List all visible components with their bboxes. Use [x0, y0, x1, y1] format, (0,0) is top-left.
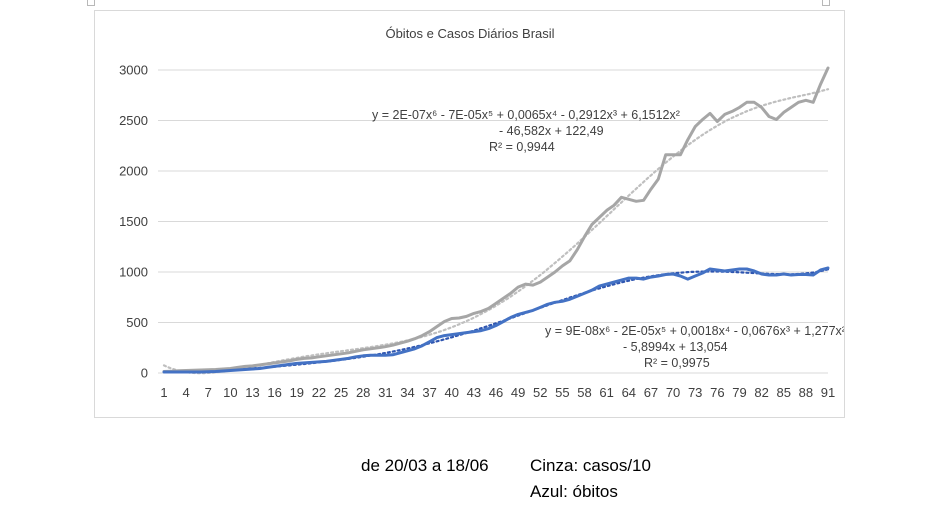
x-tick-label: 40: [444, 385, 458, 400]
chart-area[interactable]: Óbitos e Casos Diários Brasil 0 500 1000 15…: [94, 10, 845, 418]
x-tick-label: 76: [710, 385, 724, 400]
series-lines: [162, 66, 830, 374]
x-tick-label: 1: [160, 385, 167, 400]
chart-title: Óbitos e Casos Diários Brasil: [385, 26, 554, 41]
window-corner-mark-left: [87, 0, 95, 6]
y-tick-label: 500: [126, 315, 148, 330]
x-tick-label: 37: [422, 385, 436, 400]
cases-series-line: [162, 66, 830, 373]
x-tick-label: 88: [799, 385, 813, 400]
x-tick-label: 25: [334, 385, 348, 400]
x-tick-label: 43: [467, 385, 481, 400]
cases-equation-line-2: - 46,582x + 122,49: [499, 124, 604, 138]
x-tick-label: 22: [312, 385, 326, 400]
y-tick-label: 1500: [119, 214, 148, 229]
x-tick-label: 70: [666, 385, 680, 400]
x-tick-label: 61: [599, 385, 613, 400]
x-tick-label: 85: [776, 385, 790, 400]
x-axis: 1 4 7 10 13 16 19 22 25 28 31 34 37 40 43 46 49 52 55 58 61 6…: [160, 385, 835, 400]
window-corner-mark-right: [822, 0, 830, 6]
deaths-series-line: [162, 266, 830, 374]
cases-equation-line-1: y = 2E-07x⁶ - 7E-05x⁵ + 0,0065x⁴ - 0,291…: [372, 108, 680, 122]
x-tick-label: 64: [622, 385, 636, 400]
y-axis: 0 500 1000 1500 2000 2500 3000: [119, 63, 148, 381]
date-range-caption: de 20/03 a 18/06: [361, 456, 489, 475]
y-tick-label: 3000: [119, 63, 148, 78]
y-tick-label: 0: [141, 366, 148, 381]
x-tick-label: 7: [205, 385, 212, 400]
y-tick-label: 2000: [119, 164, 148, 179]
x-tick-label: 34: [400, 385, 414, 400]
x-tick-label: 28: [356, 385, 370, 400]
deaths-trend-equation: y = 9E-08x⁶ - 2E-05x⁵ + 0,0018x⁴ - 0,067…: [545, 324, 844, 370]
x-tick-label: 46: [489, 385, 503, 400]
y-tick-label: 2500: [119, 113, 148, 128]
y-tick-label: 1000: [119, 265, 148, 280]
deaths-equation-line-2: - 5,8994x + 13,054: [623, 340, 728, 354]
x-tick-label: 55: [555, 385, 569, 400]
cases-r-squared: R² = 0,9944: [489, 140, 555, 154]
gridlines: [158, 69, 828, 374]
gray-series-caption: Cinza: casos/10: [530, 456, 651, 475]
x-tick-label: 52: [533, 385, 547, 400]
x-tick-label: 67: [644, 385, 658, 400]
blue-series-caption: Azul: óbitos: [530, 482, 618, 501]
x-tick-label: 91: [821, 385, 835, 400]
x-tick-label: 49: [511, 385, 525, 400]
cases-trend-equation: y = 2E-07x⁶ - 7E-05x⁵ + 0,0065x⁴ - 0,291…: [372, 108, 680, 154]
x-tick-label: 58: [577, 385, 591, 400]
x-tick-label: 4: [183, 385, 190, 400]
x-tick-label: 79: [732, 385, 746, 400]
deaths-equation-line-1: y = 9E-08x⁶ - 2E-05x⁵ + 0,0018x⁴ - 0,067…: [545, 324, 844, 338]
deaths-r-squared: R² = 0,9975: [644, 356, 710, 370]
x-tick-label: 19: [290, 385, 304, 400]
deaths-trendline: [162, 268, 830, 374]
x-tick-label: 82: [754, 385, 768, 400]
x-tick-label: 13: [245, 385, 259, 400]
x-tick-label: 16: [267, 385, 281, 400]
x-tick-label: 10: [223, 385, 237, 400]
line-chart: Óbitos e Casos Diários Brasil 0500100015…: [119, 26, 844, 400]
x-tick-label: 31: [378, 385, 392, 400]
x-tick-label: 73: [688, 385, 702, 400]
